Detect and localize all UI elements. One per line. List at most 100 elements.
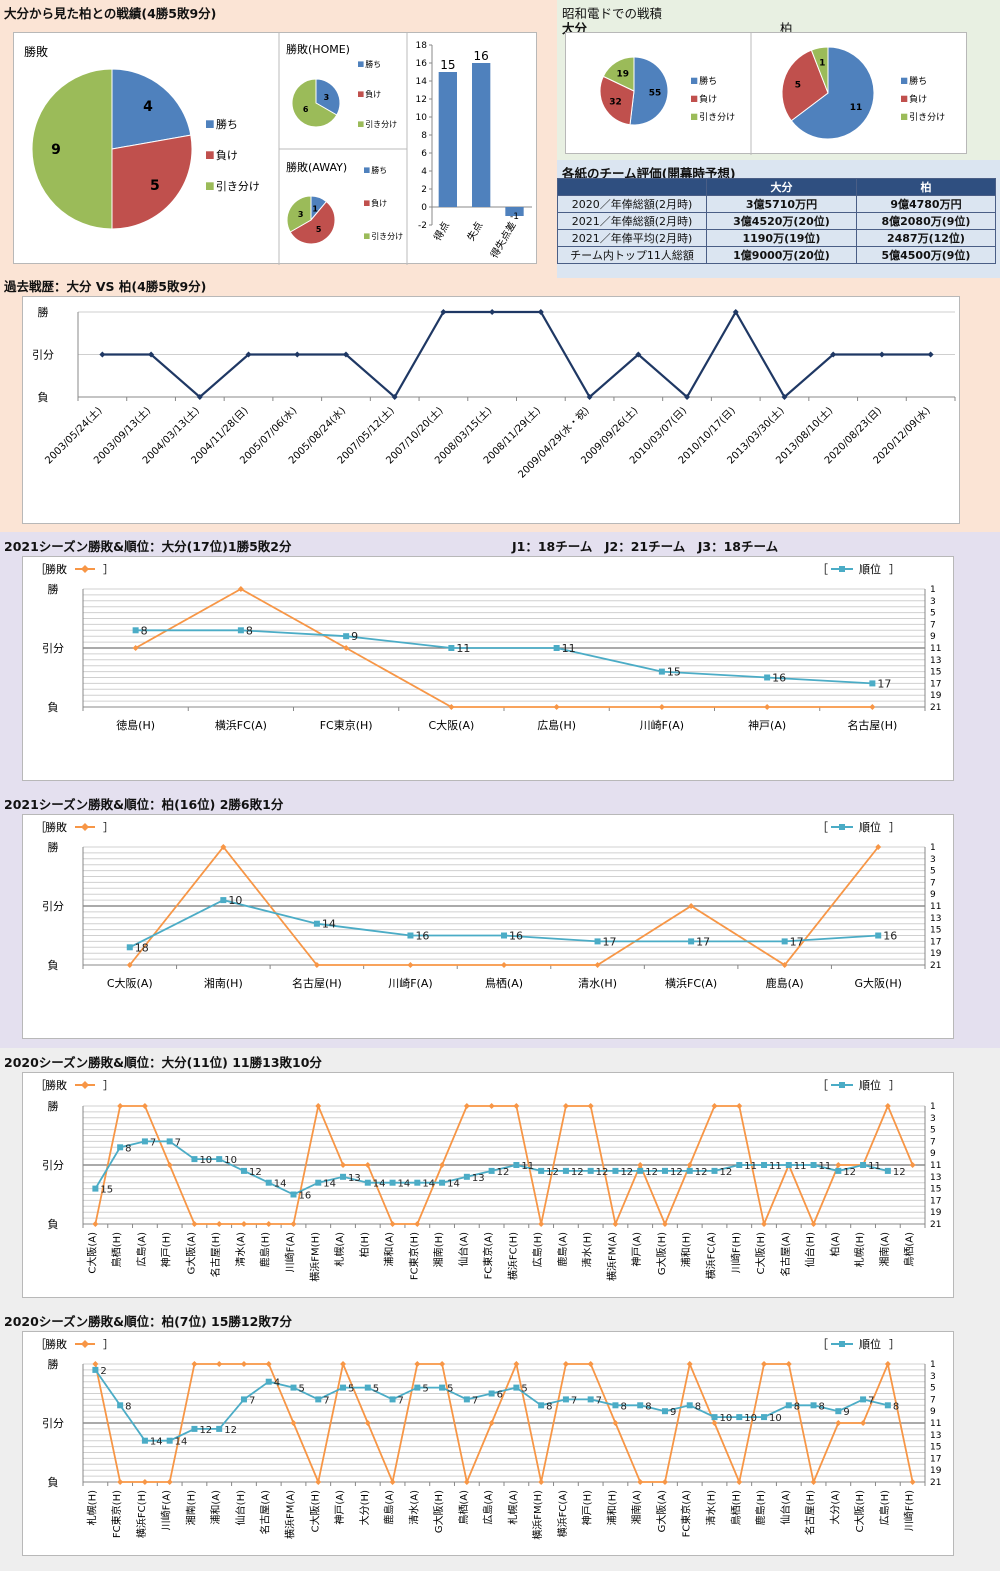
rank-marker [117,1402,124,1409]
category-label: 広島(A) [482,1490,495,1525]
rank-marker [463,1396,470,1403]
rank-value-label: 11 [562,642,576,655]
evaluation-table: 大分 柏 2020／年俸総額(2月時) 3億5710万円 9億4780万円 20… [557,178,997,264]
rank-tick-label: 13 [930,656,941,666]
rank-value-label: 7 [150,1137,156,1148]
result-marker [92,1361,99,1367]
rank-marker [439,1384,446,1391]
category-label: 鳥栖(H) [110,1232,123,1267]
rank-legend-label: 順位 [859,820,881,834]
category-label: 川崎F(H) [729,1232,742,1273]
rank-marker [761,1414,768,1421]
rank-legend-bracket-open: ［ [817,821,828,834]
category-label: 浦和(H) [605,1490,618,1525]
rank-tick-label: 15 [930,1443,941,1453]
rank-marker [594,938,601,945]
result-marker [927,351,934,358]
bar-value-label: 15 [440,58,455,72]
bar [438,72,457,207]
pie-slice [599,75,635,126]
kashiwa-2021-panel: 勝引分負 1 3 5 7 9 11 13 15 17 19 21 ［ 勝敗 ］ ［ 順位 ］ 18 10 14 16 16 1… [22,814,954,1039]
result-marker [513,1361,520,1367]
kashiwa-2020-panel: 勝引分負 1 3 5 7 9 11 13 15 17 19 21 ［ 勝敗 ］ ［ 順位 ］ 2 8 14 14 12 12 7… [22,1331,954,1556]
rank-value-label: 9 [351,630,358,643]
category-label: 鳥栖(A) [485,976,523,990]
bar-category-label: 得点 [432,220,452,243]
legend-label: 引き分け [699,112,735,123]
result-marker [686,1361,693,1367]
rank-legend-label: 順位 [859,1078,881,1092]
legend-label: 負け [699,93,717,105]
total-pie: 4 5 9 [31,68,193,230]
rank-tick-label: 5 [930,1384,936,1394]
result-marker [440,309,447,315]
rank-value-label: 8 [620,1401,626,1412]
result-marker [407,962,414,968]
rank-tick-label: 3 [930,1372,936,1382]
result-axis-label: 勝 [38,305,49,319]
category-label: FC東京(A) [482,1232,495,1279]
result-marker [488,1420,495,1426]
rank-tick-label: 9 [930,1407,936,1417]
result-legend-marker [81,823,89,831]
pie-slice-label: 19 [616,69,629,79]
rank-marker [340,1173,347,1180]
result-legend-bracket-close: ］ [103,821,114,834]
rank-legend-marker [839,1082,845,1088]
rank-tick-label: 9 [930,1149,936,1159]
rank-value-label: 8 [794,1401,800,1412]
rank-value-label: 17 [790,935,804,948]
rank-marker [265,1378,272,1385]
category-label: 鹿島(H) [754,1490,767,1525]
rank-legend-label: 順位 [859,562,881,576]
rank-value-label: 7 [571,1395,577,1406]
legend-label: 引き分け [909,112,945,123]
result-legend: ［ 勝敗 ］ [35,562,114,576]
rank-legend-marker [839,824,845,830]
rank-value-label: 11 [769,1161,782,1172]
rank-value-label: 5 [422,1384,428,1395]
category-label: G大阪(H) [655,1232,668,1275]
rank-value-label: 7 [175,1137,181,1148]
pie-slice-label: 3 [324,93,330,102]
evaluation-row-label: 2020／年俸総額(2月時) [557,195,707,213]
result-marker [364,1420,371,1426]
result-marker [340,1361,347,1367]
rank-value-label: 16 [415,930,429,943]
category-label: 横浜FM(H) [531,1490,544,1540]
rank-marker [92,1185,99,1192]
rank-value-label: 15 [100,1185,113,1196]
history-panel: 勝引分負 2003/05/24(土) 2003/09/13(土) 2004/03/13… [22,296,960,524]
legend-label: 引き分け [371,232,403,241]
rank-value-label: 18 [135,941,149,954]
result-marker [884,1103,891,1109]
evaluation-row: 2021／年俸総額(2月時) 3億4520万(20位) 8億2080万(9位) [557,212,997,230]
rank-marker [884,1167,891,1174]
result-marker [364,1162,371,1168]
result-marker [488,1103,495,1109]
rank-marker [389,1396,396,1403]
result-marker [810,1479,817,1485]
rank-marker [448,645,455,651]
rank-marker [240,1396,247,1403]
rank-value-label: 8 [125,1143,131,1154]
category-label: 徳島(H) [116,718,155,732]
result-marker [439,1361,446,1367]
rank-marker [562,1167,569,1174]
rank-value-label: 8 [645,1401,651,1412]
category-label: 神戸(H) [581,1490,594,1525]
result-marker [414,1221,421,1227]
result-marker [389,1479,396,1485]
evaluation-kashiwa-value: 8億2080万(9位) [855,212,997,230]
rank-marker [711,1414,718,1421]
rank-value-label: 17 [877,677,891,690]
rank-value-label: 12 [571,1167,584,1178]
pie-slice-label: 32 [609,97,622,107]
result-marker [448,704,455,710]
category-label: 広島(H) [878,1490,891,1525]
result-line [94,1102,914,1228]
result-marker [117,1479,124,1485]
rank-marker [810,1402,817,1409]
pie-slice [291,78,338,128]
